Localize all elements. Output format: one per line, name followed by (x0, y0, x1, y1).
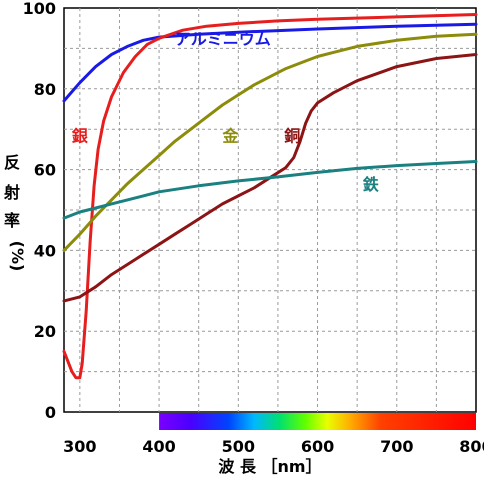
series-label-4: 鉄 (363, 175, 379, 194)
series-line-3 (62, 53, 478, 303)
y-tick-label: 80 (34, 80, 56, 99)
series-layer (62, 13, 478, 380)
y-axis-title-char: 率 (4, 211, 20, 230)
series-label-1: 銀 (72, 126, 88, 145)
y-tick-label: 100 (23, 0, 56, 18)
x-tick-label: 600 (301, 437, 334, 456)
series-line-0 (62, 22, 478, 103)
y-axis-title-char: 射 (3, 183, 20, 202)
series-label-3: 銅 (284, 126, 300, 145)
series-line-4 (62, 160, 478, 220)
grid (64, 8, 476, 412)
y-axis-title: 反射率 (%) (3, 153, 27, 271)
tick-layer: 300 400 500 600 700 800 0 20 40 60 80 100 (23, 0, 484, 456)
spectrum-bar (159, 413, 477, 430)
series-line-2 (62, 32, 478, 252)
x-tick-label: 700 (380, 437, 413, 456)
series-line-1 (62, 13, 478, 380)
series-label-2: 金 (221, 126, 239, 145)
y-tick-label: 40 (34, 241, 56, 260)
y-tick-label: 20 (34, 322, 56, 341)
y-axis-title-unit: (%) (8, 241, 27, 272)
x-tick-label: 300 (63, 437, 96, 456)
x-tick-label: 400 (142, 437, 175, 456)
x-tick-label: 800 (459, 437, 484, 456)
y-tick-label: 0 (45, 403, 56, 422)
y-tick-label: 60 (34, 161, 56, 180)
x-tick-label: 500 (222, 437, 255, 456)
series-label-0: アルミニウム (175, 29, 271, 48)
x-axis-title: 波 長 ［nm］ (218, 457, 321, 476)
y-axis-title-char: 反 (4, 153, 20, 172)
